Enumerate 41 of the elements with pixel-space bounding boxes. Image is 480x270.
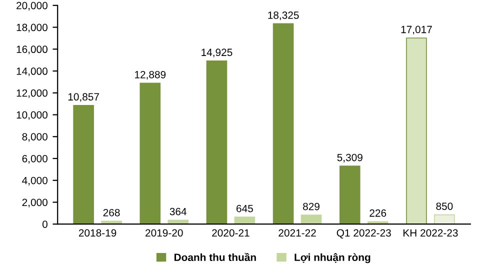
bar [300, 214, 322, 224]
bar [434, 214, 455, 224]
data-label: 268 [103, 208, 120, 216]
y-tick-label: 20,000 [16, 2, 48, 11]
y-tick-label: 10,000 [16, 111, 48, 120]
y-tick-label: 12,000 [16, 89, 48, 98]
y-tick-label: 0 [42, 220, 48, 228]
y-tick-label: 6,000 [22, 154, 48, 164]
bar [272, 23, 294, 224]
y-tick-label: 16,000 [16, 46, 48, 54]
legend-label: Lợi nhuận ròng [294, 253, 370, 264]
y-tick-label: 8,000 [22, 133, 48, 142]
data-label: 14,925 [202, 48, 232, 58]
legend-label: Doanh thu thuần [174, 252, 256, 262]
x-tick-label: Q1 2022-23 [336, 229, 391, 238]
x-tick-label: 2019-20 [146, 229, 183, 237]
data-label: 18,325 [268, 12, 299, 20]
bar [206, 60, 228, 224]
x-tick-label: 2021-22 [278, 229, 316, 237]
bar [140, 82, 161, 224]
bar [339, 166, 360, 224]
data-label: 829 [303, 202, 320, 210]
data-label: 12,889 [135, 70, 166, 80]
data-label: 645 [236, 204, 253, 212]
data-label: 364 [170, 208, 186, 216]
bar [234, 216, 256, 224]
y-tick-label: 14,000 [16, 68, 48, 76]
bar [168, 220, 189, 224]
data-label: 10,857 [68, 93, 99, 102]
data-label: 850 [436, 202, 453, 210]
y-tick-label: 18,000 [16, 24, 48, 32]
data-label: 17,017 [401, 26, 432, 34]
bar [406, 38, 427, 224]
x-tick-label: KH 2022-23 [404, 229, 458, 237]
y-tick-label: 2,000 [22, 198, 48, 208]
y-tick-label: 4,000 [22, 176, 48, 186]
data-label: 5,309 [337, 154, 362, 162]
data-label: 226 [370, 209, 386, 217]
x-tick-label: 2020-21 [212, 229, 250, 237]
x-tick-label: 2018-19 [78, 229, 116, 237]
bar [73, 104, 94, 224]
